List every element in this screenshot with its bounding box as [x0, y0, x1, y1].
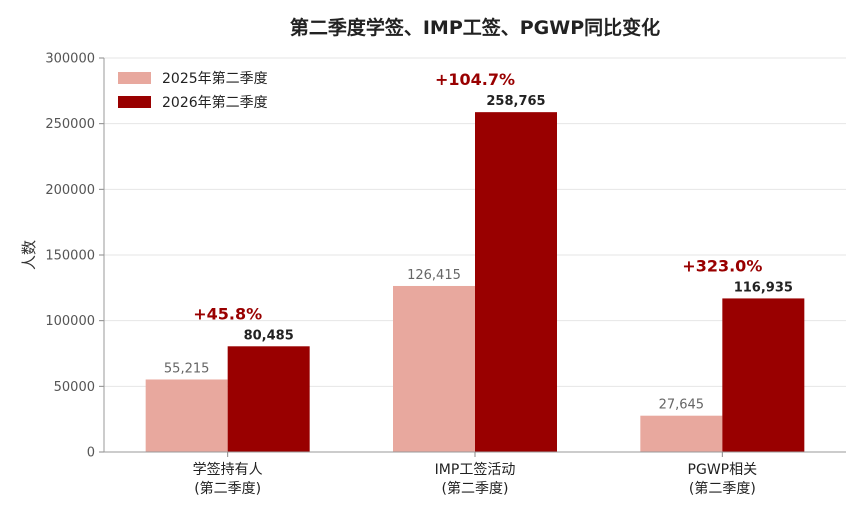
data-label-2025: 55,215 [164, 361, 210, 376]
data-label-2026: 80,485 [244, 328, 294, 343]
category-sublabel: (第二季度) [194, 480, 261, 497]
data-label-2025: 27,645 [659, 398, 705, 413]
category-label: PGWP相关 [688, 462, 758, 478]
y-tick-label: 250000 [45, 117, 95, 132]
change-label: +323.0% [682, 256, 762, 275]
bar-2025 [145, 379, 228, 452]
data-label-2026: 116,935 [734, 280, 793, 295]
bar-2025 [393, 285, 475, 452]
data-label-2026: 258,765 [486, 94, 545, 109]
legend: 2025年第二季度 2026年第二季度 [118, 70, 268, 111]
chart-title: 第二季度学签、IMP工签、PGWP同比变化 [290, 16, 660, 39]
change-label: +45.8% [193, 304, 262, 323]
legend-swatch [118, 96, 151, 108]
y-tick-label: 300000 [45, 52, 95, 67]
axes-layer: 0 50000 100000 150000 200000 250000 300000 学签持有… [45, 52, 846, 497]
y-tick-label: 0 [87, 446, 95, 461]
data-label-2025: 126,415 [407, 268, 461, 283]
bar-2026 [722, 298, 805, 452]
y-tick-label: 100000 [45, 314, 95, 329]
category-label: IMP工签活动 [435, 461, 516, 478]
legend-label: 2026年第二季度 [162, 94, 268, 111]
bar-2025 [640, 415, 723, 452]
category-sublabel: (第二季度) [689, 480, 756, 497]
change-label: +104.7% [435, 70, 515, 89]
category-sublabel: (第二季度) [442, 480, 509, 497]
y-tick-label: 50000 [54, 380, 95, 395]
bar-2026 [227, 346, 310, 452]
y-tick-label: 200000 [45, 183, 95, 198]
y-tick-label: 150000 [45, 249, 95, 264]
legend-label: 2025年第二季度 [162, 70, 268, 87]
y-axis-label: 人数 [20, 240, 38, 270]
bars-layer [145, 112, 805, 452]
bar-2026 [475, 112, 557, 452]
category-label: 学签持有人 [193, 461, 263, 478]
labels-layer: 55,215 80,485 +45.8% 126,415 258,765 +104.7% 2… [164, 70, 793, 413]
legend-swatch [118, 72, 151, 84]
